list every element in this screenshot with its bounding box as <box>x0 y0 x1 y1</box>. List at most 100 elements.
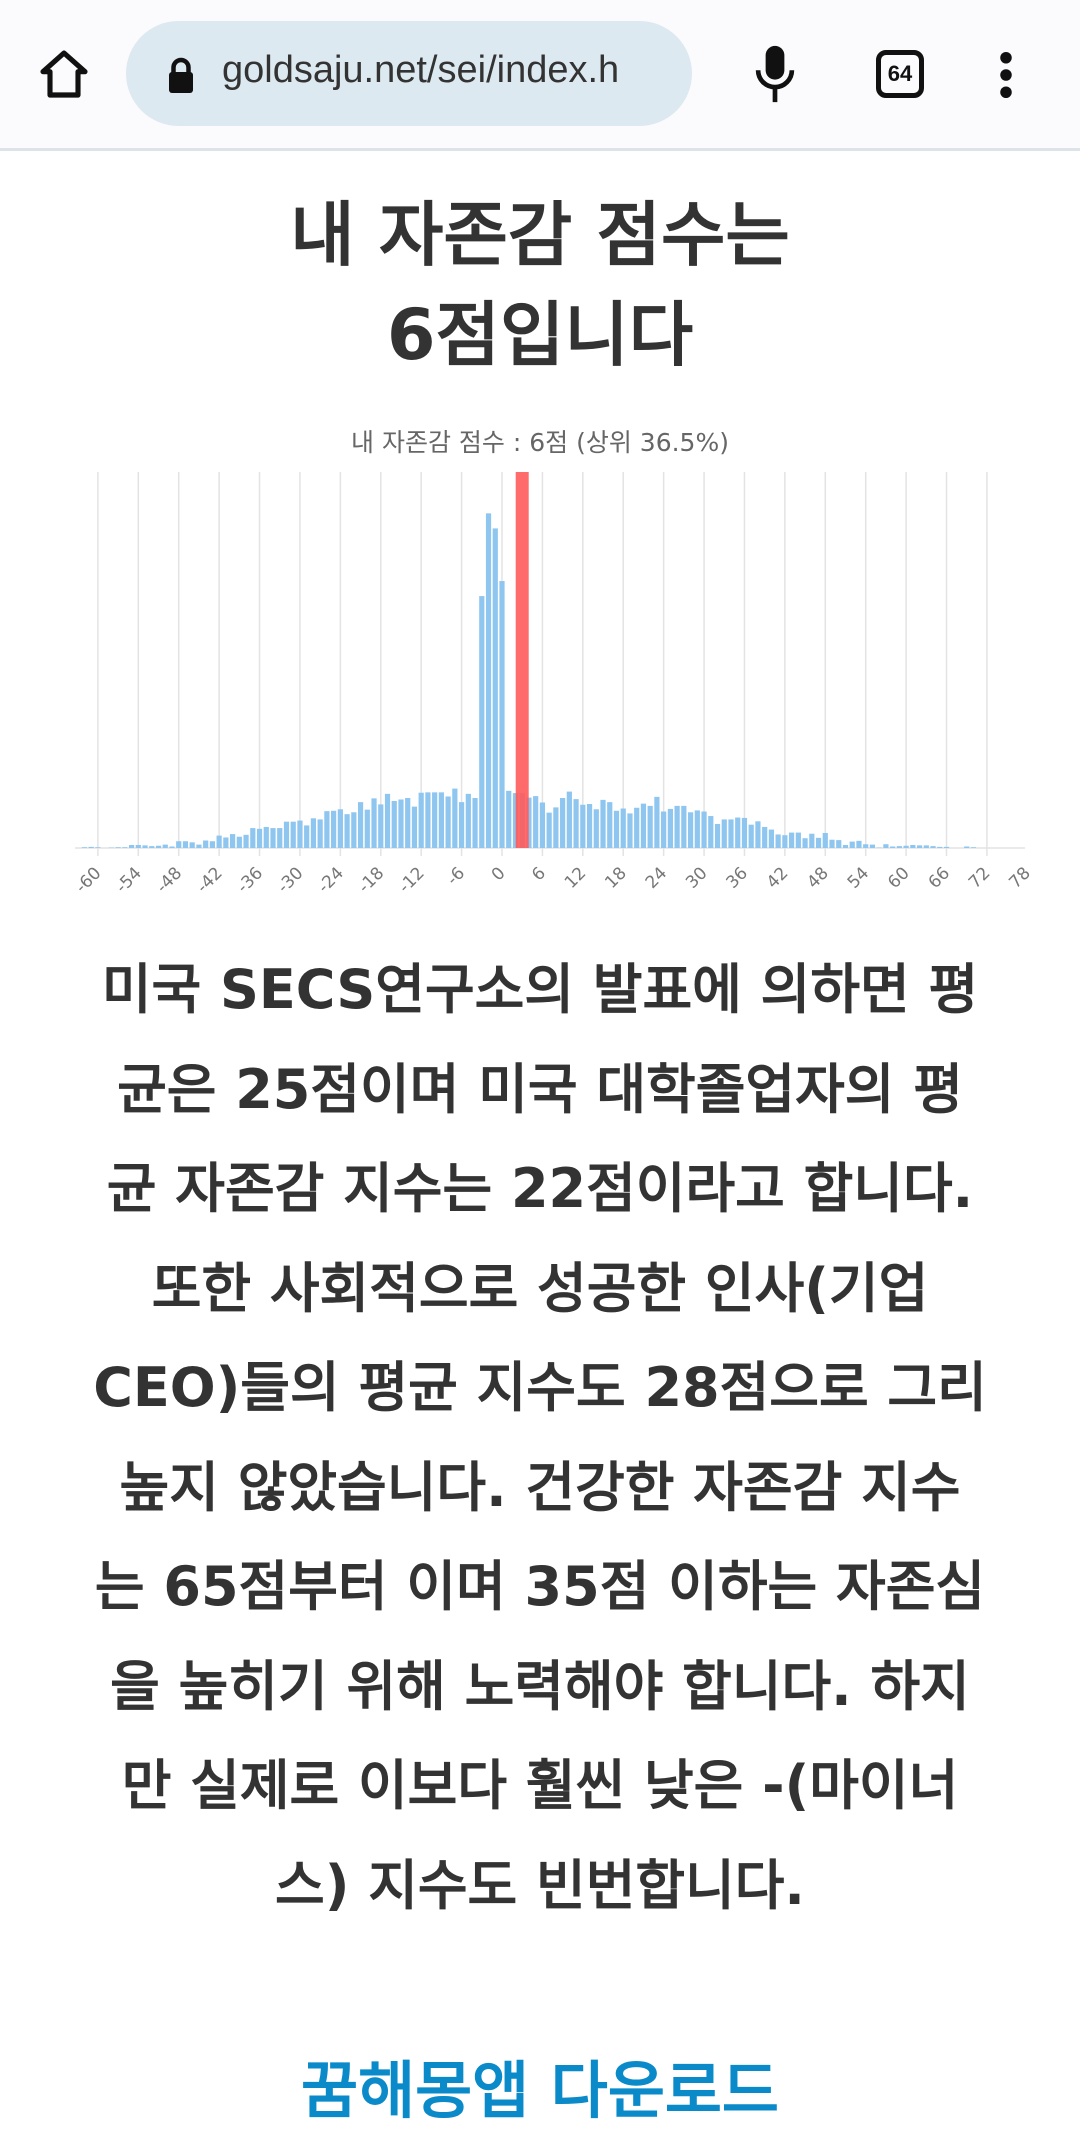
histogram-bar <box>533 796 538 848</box>
histogram-bar <box>742 818 747 848</box>
histogram-bar <box>749 825 754 848</box>
histogram-bar <box>600 800 605 848</box>
histogram-bar <box>816 838 821 848</box>
x-tick-label: -18 <box>355 863 389 897</box>
x-tick-label: -48 <box>152 863 186 897</box>
title-line: 6점입니다 <box>0 285 1080 385</box>
histogram-bar <box>183 841 188 848</box>
histogram-bar <box>230 834 235 848</box>
histogram-bar <box>648 806 653 848</box>
histogram-bar <box>560 798 565 848</box>
histogram-bar <box>479 596 484 848</box>
download-app-link[interactable]: 꿈해몽앱 다운로드 <box>0 2040 1080 2130</box>
histogram-bar <box>277 828 282 848</box>
more-vert-icon[interactable] <box>996 52 1016 98</box>
histogram-bar <box>358 802 363 848</box>
x-tick-label: 18 <box>601 863 630 892</box>
x-tick-label: -54 <box>112 863 146 897</box>
histogram-bar <box>196 845 201 848</box>
histogram-bar <box>944 847 949 848</box>
histogram-bar <box>573 799 578 848</box>
paragraph-line: 또한 사회적으로 성공한 인사(기업 <box>0 1239 1080 1339</box>
x-tick-label: 42 <box>763 863 792 892</box>
histogram-bar <box>493 528 498 848</box>
page-title: 내 자존감 점수는 6점입니다 <box>0 185 1080 385</box>
histogram-bar <box>486 513 491 848</box>
x-tick-label: -42 <box>193 863 227 897</box>
x-tick-label: 0 <box>488 863 510 885</box>
histogram-bar <box>735 818 740 848</box>
histogram-bar <box>264 827 269 848</box>
histogram-bar <box>782 835 787 848</box>
tab-count: 64 <box>888 61 912 87</box>
histogram-bar <box>937 847 942 848</box>
histogram-bar <box>237 837 242 848</box>
x-tick-label: 24 <box>642 863 671 892</box>
histogram-bar <box>897 846 902 848</box>
histogram-bar <box>472 798 477 848</box>
histogram-bar <box>142 845 147 848</box>
histogram-bar <box>297 821 302 848</box>
x-tick-label: -6 <box>443 863 469 889</box>
histogram-bar <box>715 824 720 848</box>
histogram-bar <box>284 822 289 848</box>
histogram-bar <box>627 813 632 848</box>
histogram-bar <box>755 821 760 848</box>
histogram-bar <box>324 811 329 848</box>
microphone-icon[interactable] <box>752 44 798 104</box>
histogram-bar <box>311 818 316 848</box>
x-tick-label: 36 <box>723 863 752 892</box>
histogram-bar <box>176 841 181 848</box>
x-tick-label: -30 <box>274 863 308 897</box>
histogram-bar <box>856 841 861 848</box>
histogram-bar <box>89 847 94 848</box>
x-tick-label: 60 <box>884 863 913 892</box>
address-bar[interactable]: goldsaju.net/sei/index.h <box>126 21 692 126</box>
x-tick-label: -12 <box>395 863 429 897</box>
histogram-bar <box>863 844 868 848</box>
histogram-bar <box>351 812 356 848</box>
histogram-bar <box>156 846 161 848</box>
histogram-bar <box>708 816 713 848</box>
paragraph-line: CEO)들의 평균 지수도 28점으로 그리 <box>0 1338 1080 1438</box>
histogram-bar <box>634 808 639 848</box>
x-tick-label: 72 <box>965 863 994 892</box>
histogram-bar <box>217 836 222 848</box>
histogram-bar <box>762 827 767 848</box>
histogram-bar <box>270 828 275 848</box>
x-tick-label: 54 <box>844 863 873 892</box>
histogram-bar <box>607 802 612 848</box>
histogram-bar <box>930 846 935 848</box>
histogram-bar <box>149 846 154 848</box>
histogram-bar <box>378 804 383 848</box>
histogram-bar <box>412 807 417 848</box>
histogram-bar <box>82 847 87 848</box>
x-tick-label: -36 <box>233 863 267 897</box>
tab-switcher-button[interactable]: 64 <box>876 50 924 98</box>
paragraph-line: 균은 25점이며 미국 대학졸업자의 평 <box>0 1040 1080 1140</box>
paragraph-line: 미국 SECS연구소의 발표에 의하면 평 <box>0 940 1080 1040</box>
histogram-bar <box>163 845 168 848</box>
histogram-bar <box>654 797 659 848</box>
histogram-bar <box>580 805 585 848</box>
home-icon[interactable] <box>36 46 92 102</box>
paragraph-line: 스) 지수도 빈번합니다. <box>0 1836 1080 1936</box>
histogram-bar <box>924 845 929 848</box>
histogram-bar <box>122 847 127 848</box>
histogram-bar <box>553 807 558 848</box>
score-distribution-chart: 내 자존감 점수 : 6점 (상위 36.5%) -60-54-48-42-36… <box>0 420 1080 940</box>
browser-toolbar: goldsaju.net/sei/index.h 64 <box>0 0 1080 151</box>
histogram-bar <box>688 812 693 848</box>
paragraph-line: 을 높히기 위해 노력해야 합니다. 하지 <box>0 1637 1080 1737</box>
histogram-bar <box>547 813 552 848</box>
paragraph-line: 균 자존감 지수는 22점이라고 합니다. <box>0 1139 1080 1239</box>
histogram-bar <box>499 581 504 848</box>
histogram-bar <box>459 802 464 848</box>
histogram-bar <box>398 799 403 848</box>
histogram-bar <box>796 833 801 848</box>
histogram-bar <box>567 792 572 848</box>
histogram-bar <box>452 789 457 848</box>
histogram-bar <box>506 791 511 848</box>
histogram-bar <box>695 810 700 848</box>
histogram-bar <box>870 845 875 848</box>
